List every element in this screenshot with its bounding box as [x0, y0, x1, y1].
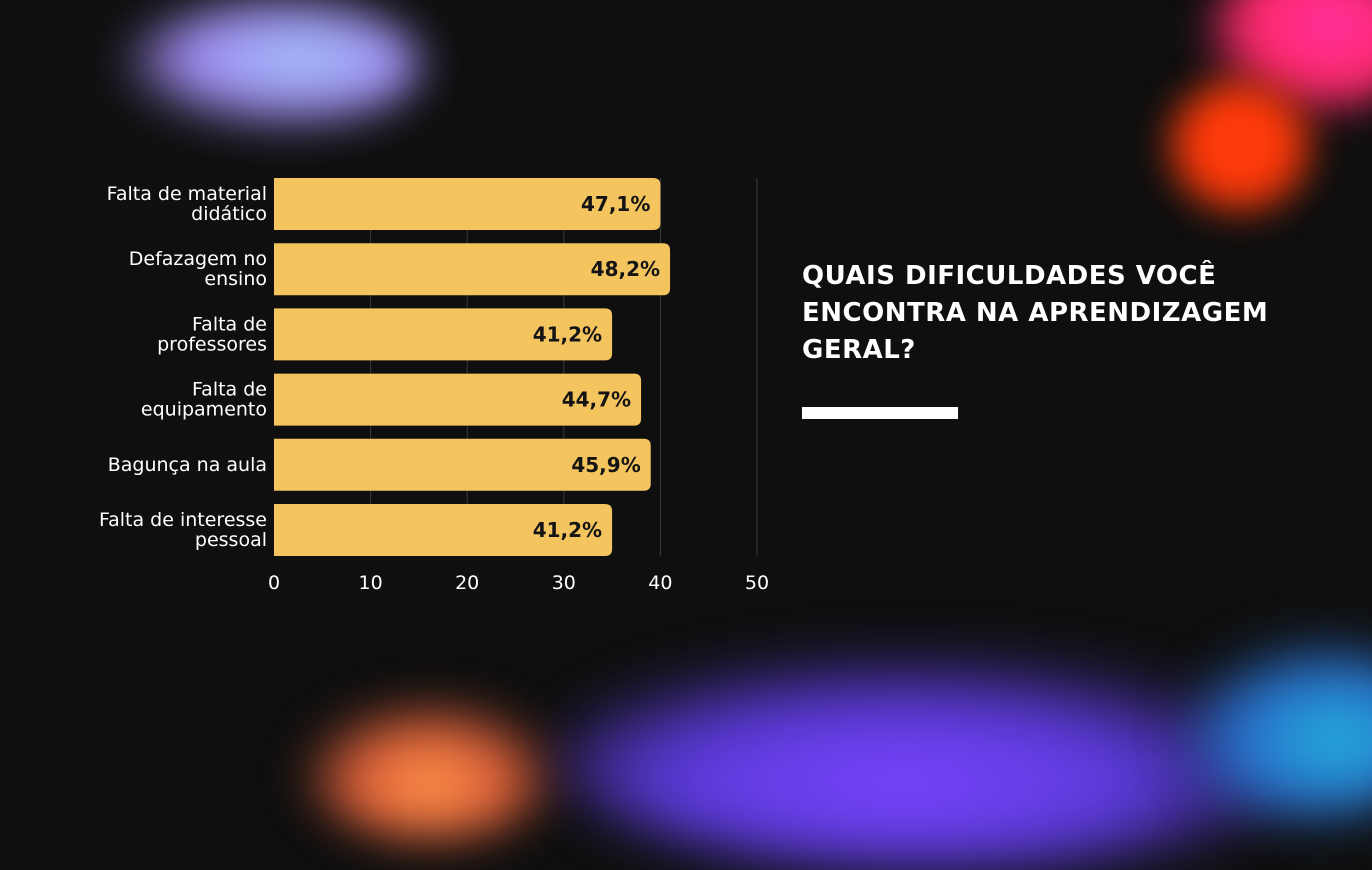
data-label: 41,2%	[533, 518, 602, 542]
category-label: Defazagem no	[129, 248, 267, 270]
x-tick-label: 20	[455, 572, 479, 594]
category-label: equipamento	[141, 399, 267, 421]
category-label: Falta de material	[107, 183, 267, 205]
data-label: 41,2%	[533, 322, 602, 346]
category-label: Falta de	[192, 313, 267, 335]
bar	[274, 308, 613, 361]
data-label: 48,2%	[591, 257, 660, 281]
x-tick-label: 0	[268, 572, 280, 594]
category-label: pessoal	[195, 529, 267, 551]
x-tick-label: 10	[359, 572, 383, 594]
bar	[274, 504, 613, 556]
data-label: 47,1%	[581, 192, 650, 216]
category-label: ensino	[204, 268, 267, 290]
x-tick-label: 40	[648, 572, 672, 594]
x-tick-label: 30	[552, 572, 576, 594]
bar	[274, 178, 661, 230]
bar	[274, 373, 642, 426]
data-label: 45,9%	[571, 453, 640, 477]
data-label: 44,7%	[562, 388, 631, 412]
category-label: Bagunça na aula	[108, 454, 267, 476]
bar	[274, 243, 671, 296]
category-label: professores	[157, 333, 267, 355]
category-label: Falta de interesse	[99, 509, 267, 531]
question-title: QUAIS DIFICULDADES VOCÊ ENCONTRA NA APRE…	[802, 261, 1269, 365]
category-label: didático	[191, 203, 267, 225]
bar	[274, 438, 651, 491]
category-label: Falta de	[192, 379, 267, 401]
title-underline	[802, 407, 958, 419]
x-tick-label: 50	[745, 572, 769, 594]
